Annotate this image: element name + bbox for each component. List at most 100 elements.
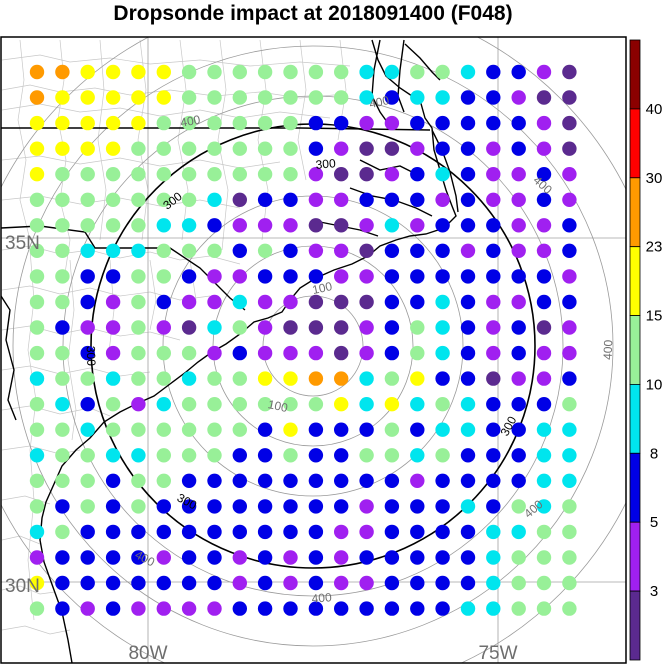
impact-dot (359, 397, 374, 412)
impact-dot (334, 320, 349, 335)
impact-dot (207, 218, 222, 233)
colorbar-box (629, 39, 641, 110)
impact-dot (435, 601, 450, 616)
impact-dot (308, 524, 324, 540)
impact-dot (181, 167, 197, 182)
impact-dot (410, 64, 425, 80)
impact-dot (80, 448, 95, 463)
impact-dot (460, 473, 476, 488)
impact-dot (536, 550, 552, 565)
impact-dot (156, 575, 171, 591)
impact-dot (80, 575, 95, 591)
impact-dot (486, 422, 501, 437)
impact-dot (232, 499, 247, 514)
impact-dot (562, 115, 577, 131)
impact-dot (105, 218, 121, 233)
impact-dot (131, 550, 146, 565)
impact-dot (410, 371, 425, 386)
impact-dot (207, 397, 222, 412)
impact-dot (29, 141, 45, 156)
impact-dot (105, 243, 121, 258)
impact-dot (181, 192, 197, 207)
impact-dot (308, 422, 324, 437)
impact-dot (181, 575, 197, 591)
impact-dot (562, 294, 577, 310)
impact-dot (156, 422, 171, 437)
impact-dot (55, 473, 70, 488)
impact-dot (384, 371, 400, 386)
impact-dot (486, 371, 501, 386)
impact-dot (435, 371, 450, 386)
impact-dot (334, 167, 349, 182)
impact-dot (359, 141, 374, 156)
colorbar-box (629, 452, 641, 523)
impact-dot (257, 397, 273, 412)
impact-dot (29, 345, 45, 361)
impact-dot (207, 64, 222, 80)
impact-dot (207, 524, 222, 540)
impact-dot (105, 422, 121, 437)
impact-dot (55, 294, 70, 310)
impact-dot (486, 167, 501, 182)
impact-dot (181, 422, 197, 437)
impact-dot (80, 320, 95, 335)
impact-dot (486, 524, 501, 540)
impact-dot (283, 345, 298, 361)
impact-dot (181, 115, 197, 131)
impact-dot (232, 269, 247, 284)
impact-dot (308, 397, 324, 412)
impact-dot (29, 218, 45, 233)
impact-dot (232, 167, 247, 182)
impact-dot (384, 575, 400, 591)
impact-dot (460, 90, 476, 105)
impact-dot (359, 269, 374, 284)
range-ring-label: 100 (267, 397, 290, 415)
colorbar-label: 8 (650, 445, 658, 462)
impact-dot (131, 320, 146, 335)
colorbar-box (629, 177, 641, 248)
impact-dot (511, 243, 526, 258)
impact-dot (511, 601, 526, 616)
impact-dot (156, 218, 171, 233)
impact-dot (232, 294, 247, 310)
impact-dot (334, 448, 349, 463)
impact-dot (486, 269, 501, 284)
impact-dot (359, 192, 374, 207)
impact-dot (105, 115, 121, 131)
impact-dot (131, 448, 146, 463)
impact-dot (156, 371, 171, 386)
impact-dot (156, 64, 171, 80)
impact-dot (257, 448, 273, 463)
colorbar-label: 5 (650, 514, 658, 531)
impact-dot (334, 473, 349, 488)
impact-dot (435, 473, 450, 488)
impact-dot (131, 371, 146, 386)
impact-dot (536, 448, 552, 463)
impact-dot (435, 115, 450, 131)
impact-dot (384, 499, 400, 514)
impact-dot (410, 448, 425, 463)
impact-dot (334, 345, 349, 361)
impact-dot (562, 320, 577, 335)
impact-dot (359, 524, 374, 540)
impact-dot (207, 422, 222, 437)
impact-dot (55, 192, 70, 207)
impact-dot (308, 473, 324, 488)
colorbar-box (629, 590, 641, 661)
impact-dot (55, 218, 70, 233)
impact-dot (536, 167, 552, 182)
impact-dot (105, 448, 121, 463)
impact-dot (283, 422, 298, 437)
impact-dot (105, 499, 121, 514)
impact-dot (536, 601, 552, 616)
impact-dot (232, 115, 247, 131)
impact-dot (181, 499, 197, 514)
impact-dot (486, 575, 501, 591)
impact-dot (511, 422, 526, 437)
impact-dot (460, 320, 476, 335)
impact-dot (181, 448, 197, 463)
impact-dot (410, 218, 425, 233)
impact-dot (435, 499, 450, 514)
impact-dot (131, 397, 146, 412)
impact-dot (536, 243, 552, 258)
